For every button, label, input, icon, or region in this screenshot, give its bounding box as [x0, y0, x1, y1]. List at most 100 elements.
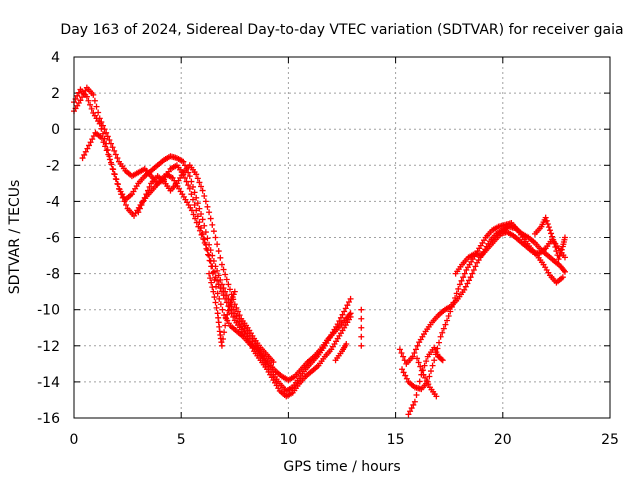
data-point — [214, 277, 221, 284]
data-point — [198, 183, 205, 190]
data-point — [201, 239, 208, 246]
data-point — [223, 315, 230, 322]
data-point — [101, 126, 108, 133]
data-point — [183, 178, 190, 185]
data-point — [220, 266, 227, 273]
data-point — [221, 329, 228, 336]
data-point — [423, 358, 430, 365]
data-point — [193, 171, 200, 178]
data-point — [90, 91, 97, 98]
data-point — [209, 221, 216, 228]
data-point — [143, 191, 150, 198]
data-point — [411, 350, 418, 357]
y-tick-label: -14 — [37, 375, 60, 391]
data-point — [358, 342, 365, 349]
data-point — [93, 103, 100, 110]
data-point — [223, 276, 230, 283]
data-point — [86, 142, 93, 149]
data-point — [198, 231, 205, 238]
y-tick-label: -4 — [46, 194, 60, 210]
data-point — [79, 94, 86, 101]
x-tick-label: 0 — [70, 432, 79, 448]
data-point — [110, 166, 117, 173]
data-point — [199, 216, 206, 223]
data-point — [191, 189, 198, 196]
data-point — [343, 340, 350, 347]
data-point — [188, 191, 195, 198]
data-point — [214, 241, 221, 248]
data-point — [437, 333, 444, 340]
data-point — [339, 311, 346, 318]
data-point — [470, 266, 477, 273]
data-point — [218, 261, 225, 268]
data-point — [222, 322, 229, 329]
data-point — [210, 288, 217, 295]
data-point — [439, 329, 446, 336]
data-point — [544, 220, 551, 227]
data-point — [103, 147, 110, 154]
data-point — [144, 187, 151, 194]
data-point — [91, 97, 98, 104]
data-point — [557, 249, 564, 256]
data-point — [207, 215, 214, 222]
data-point — [116, 186, 123, 193]
data-point — [210, 228, 217, 235]
data-point — [202, 198, 209, 205]
data-point — [410, 401, 417, 408]
data-point — [467, 274, 474, 281]
data-point — [402, 372, 409, 379]
data-point — [104, 133, 111, 140]
data-point — [193, 194, 200, 201]
series-sat-i — [399, 220, 566, 393]
series-sat-k — [414, 355, 440, 400]
data-point — [462, 283, 469, 290]
data-point — [100, 139, 107, 146]
data-point — [400, 353, 407, 360]
data-point — [79, 155, 86, 162]
plot-frame — [73, 56, 611, 419]
data-point — [226, 286, 233, 293]
x-axis-label: GPS time / hours — [283, 459, 400, 475]
data-point — [206, 209, 213, 216]
data-point — [230, 313, 237, 320]
data-point — [216, 295, 223, 302]
data-point — [106, 137, 113, 144]
data-point — [417, 363, 424, 370]
x-tick-labels: 0 5 10 15 20 25 — [70, 432, 619, 448]
data-point — [559, 274, 566, 281]
data-point — [418, 367, 425, 374]
data-point — [87, 139, 94, 146]
data-point — [99, 122, 106, 129]
data-point — [270, 359, 277, 366]
data-point — [214, 290, 221, 297]
y-tick-label: 0 — [51, 122, 60, 138]
data-point — [472, 263, 479, 270]
data-point — [403, 375, 410, 382]
data-point — [558, 246, 565, 253]
data-point — [415, 359, 422, 366]
series-sat-a — [71, 86, 354, 394]
data-point — [105, 151, 112, 158]
data-point — [425, 381, 432, 388]
data-point — [207, 275, 214, 282]
data-point — [228, 310, 235, 317]
data-point — [460, 274, 467, 281]
data-point — [396, 346, 403, 353]
data-point — [440, 325, 447, 332]
data-point — [455, 285, 462, 292]
data-point — [229, 294, 236, 301]
data-point — [212, 274, 219, 281]
series-sat-d — [135, 162, 277, 366]
data-point — [98, 118, 105, 125]
data-point — [347, 295, 354, 302]
data-point — [180, 158, 187, 165]
data-point — [118, 191, 125, 198]
series-sat-m — [531, 214, 568, 263]
data-point — [217, 254, 224, 261]
data-point — [456, 281, 463, 288]
data-point — [186, 173, 193, 180]
data-point — [82, 148, 89, 155]
data-point — [426, 373, 433, 380]
data-point — [200, 235, 207, 242]
data-point — [358, 306, 365, 313]
